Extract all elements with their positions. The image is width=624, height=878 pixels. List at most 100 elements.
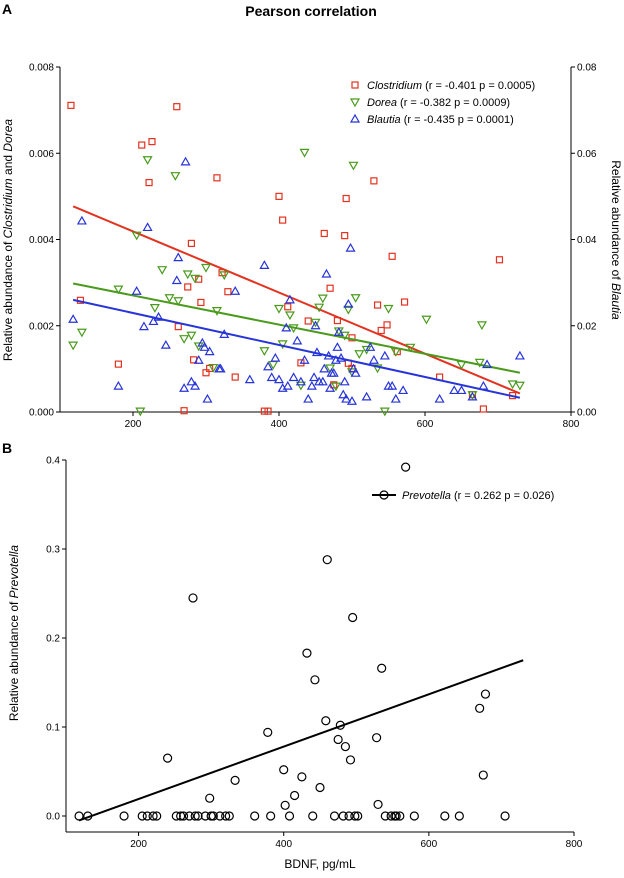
prevotella-point <box>279 765 289 775</box>
y-tick-label-right: 0.04 <box>577 235 597 246</box>
y-tick-label: 0.2 <box>46 634 60 645</box>
clostridium-point <box>304 317 312 325</box>
prevotella-legend-name: Prevotella <box>402 490 451 502</box>
dorea-point <box>164 294 175 303</box>
dorea-point <box>299 148 310 158</box>
dorea-point <box>405 343 416 353</box>
prevotella-point <box>321 716 331 726</box>
clostridium-legend-marker <box>351 81 359 89</box>
blautia-point <box>68 314 79 323</box>
prevotella-point <box>290 790 300 801</box>
prevotella-point <box>163 753 173 763</box>
y-tick-label-left: 0.004 <box>29 235 54 246</box>
y-axis-label-left-part: Relative abundance of <box>1 238 15 361</box>
prevotella-point <box>297 772 307 782</box>
prevotella-point <box>148 811 158 821</box>
clostridium-point <box>213 174 221 182</box>
clostridium-legend-stats: (r = -0.401 p = 0.0005) <box>422 80 535 92</box>
clostridium-point <box>264 407 272 415</box>
x-tick-label: 600 <box>417 419 434 430</box>
y-tick-label-right: 0.06 <box>577 149 597 160</box>
clostridium-point <box>187 239 195 247</box>
prevotella-point <box>344 811 354 821</box>
blautia-point <box>284 294 295 304</box>
clostridium-point <box>479 405 487 413</box>
dorea-point <box>186 331 197 341</box>
blautia-point <box>368 355 379 364</box>
blautia-point <box>321 268 332 278</box>
blautia-point <box>263 361 274 371</box>
blautia-point <box>190 380 201 390</box>
clostridium-point <box>495 256 504 264</box>
y-tick-label: 0.3 <box>46 545 60 556</box>
y-axis-label-right-part: Relative abundance of <box>609 160 623 283</box>
clostridium-point <box>388 252 396 260</box>
clostridium-point <box>341 232 349 240</box>
blautia-point <box>131 286 142 295</box>
clostridium-point <box>197 298 205 307</box>
blautia-point <box>138 321 149 331</box>
dorea-point <box>208 363 219 373</box>
dorea-legend-marker <box>349 98 361 108</box>
blautia-point <box>270 352 281 362</box>
dorea-point <box>390 348 401 357</box>
x-tick-label: 800 <box>566 839 583 850</box>
blautia-point <box>310 320 321 330</box>
y-tick-label: 0.4 <box>46 456 60 467</box>
blautia-point <box>332 342 343 351</box>
blautia-legend-label: Blautia (r = -0.435 p = 0.0001) <box>367 114 514 126</box>
x-tick-label: 200 <box>125 419 142 430</box>
blautia-point <box>398 385 409 395</box>
blautia-point <box>292 335 303 345</box>
blautia-point <box>379 350 390 360</box>
blautia-point <box>142 222 153 232</box>
y-axis-label-part: Relative abundance of <box>7 598 21 721</box>
blautia-point <box>153 311 164 321</box>
y-axis-label-left-part: Clostridium <box>1 178 15 238</box>
dorea-point <box>421 315 432 325</box>
panel-b-chart: 200 400 600 800 0.0 0.1 0.2 0.3 0.4 BDNF, pg/mL Re… <box>7 456 583 872</box>
clostridium-point <box>145 178 153 187</box>
x-axis-label: BDNF, pg/mL <box>284 857 356 871</box>
dorea-point <box>219 271 230 281</box>
blautia-legend-stats: (r = -0.435 p = 0.0001) <box>401 114 514 126</box>
dorea-legend-label: Dorea (r = -0.382 p = 0.0009) <box>367 97 510 109</box>
prevotella-point <box>348 612 358 623</box>
dorea-point <box>317 294 328 304</box>
y-tick-label-left: 0.002 <box>29 321 54 332</box>
blautia-point <box>230 286 241 295</box>
clostridium-point <box>114 360 123 368</box>
y-tick-label-right: 0.00 <box>577 408 597 419</box>
blautia-point <box>180 156 191 166</box>
prevotella-point <box>302 648 312 658</box>
blautia-point <box>303 393 314 403</box>
dorea-point <box>514 381 525 391</box>
prevotella-point <box>475 703 485 713</box>
prevotella-point <box>377 663 387 673</box>
dorea-fit-line <box>72 282 521 374</box>
blautia-point <box>350 367 361 377</box>
dorea-point <box>68 341 79 351</box>
prevotella-point <box>310 675 320 685</box>
blautia-point <box>514 350 525 360</box>
clostridium-fit-line <box>72 205 521 395</box>
blautia-point <box>456 385 467 395</box>
dorea-point <box>295 381 306 391</box>
prevotella-point <box>224 811 234 821</box>
blautia-point <box>346 396 358 405</box>
dorea-point <box>372 364 383 374</box>
blautia-point <box>186 376 197 386</box>
dorea-point <box>288 324 299 334</box>
prevotella-point <box>480 689 491 699</box>
blautia-fit-line <box>72 298 521 399</box>
blautia-point <box>299 355 310 364</box>
blautia-point <box>273 374 285 384</box>
y-tick-label-left: 0.006 <box>29 149 54 160</box>
panel-b-label: B <box>2 440 12 456</box>
blautia-point <box>219 329 230 338</box>
y-axis-label-right-part: Blautia <box>609 283 623 320</box>
blautia-point <box>199 342 210 351</box>
x-tick-label: 800 <box>563 419 580 430</box>
dorea-point <box>113 285 124 295</box>
